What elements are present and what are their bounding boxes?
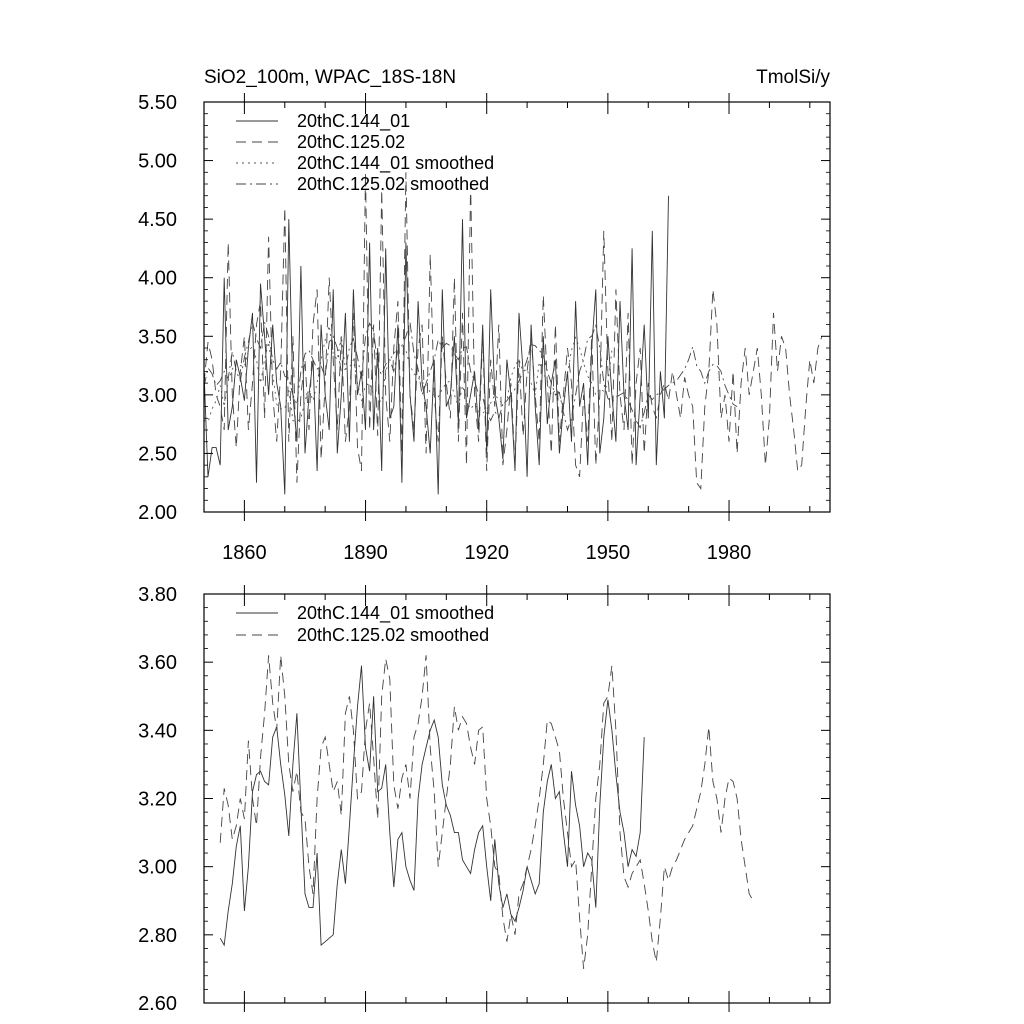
x-tick-label: 1980 [707,542,752,564]
y-tick-label: 3.80 [138,584,177,606]
x-tick-label: 1950 [586,542,631,564]
y-tick-label: 4.00 [138,268,177,290]
series-line-2 [219,655,754,969]
y-tick-label: 3.60 [138,652,177,674]
legend-label: 20thC.125.02 smoothed [297,625,489,645]
y-tick-label: 3.00 [138,857,177,879]
legend-label: 20thC.144_01 smoothed [297,153,494,174]
bottom-panel: 2.60 2.80 3.00 3.20 3.40 3.60 3.80 20thC.144_01… [138,584,831,1015]
units-label: TmolSi/y [756,67,830,88]
y-tick-label: 5.00 [138,151,177,173]
series-line-3 [203,325,613,423]
y-tick-label: 3.00 [138,385,177,407]
y-tick-label: 2.60 [138,993,177,1015]
y-tick-label: 4.50 [138,209,177,231]
y-tick-label: 2.50 [138,443,177,465]
series-line-1 [219,665,645,947]
series-line-2 [203,172,823,490]
x-tick-label: 1890 [343,542,388,564]
legend-label: 20thC.144_01 [297,111,410,132]
y-tick-label: 3.50 [138,326,177,348]
x-tick-label: 1920 [464,542,509,564]
y-tick-label: 2.00 [138,502,177,524]
legend-label: 20thC.125.02 smoothed [297,174,489,194]
y-tick-label: 3.40 [138,720,177,742]
y-tick-label: 5.50 [138,92,177,114]
series-line-1 [203,195,669,495]
plot-frame [203,101,831,513]
x-tick-label: 1860 [222,542,267,564]
y-tick-label: 2.80 [138,925,177,947]
series-line-4 [203,322,738,432]
top-panel: 2.00 2.50 3.00 3.50 4.00 4.50 5.00 5.50 1860 1890… [138,67,831,564]
y-tick-label: 3.20 [138,789,177,811]
plot-frame [203,593,831,1004]
legend-label: 20thC.125.02 [297,132,405,152]
legend-label: 20thC.144_01 smoothed [297,603,494,624]
chart-title: SiO2_100m, WPAC_18S-18N [204,67,456,88]
